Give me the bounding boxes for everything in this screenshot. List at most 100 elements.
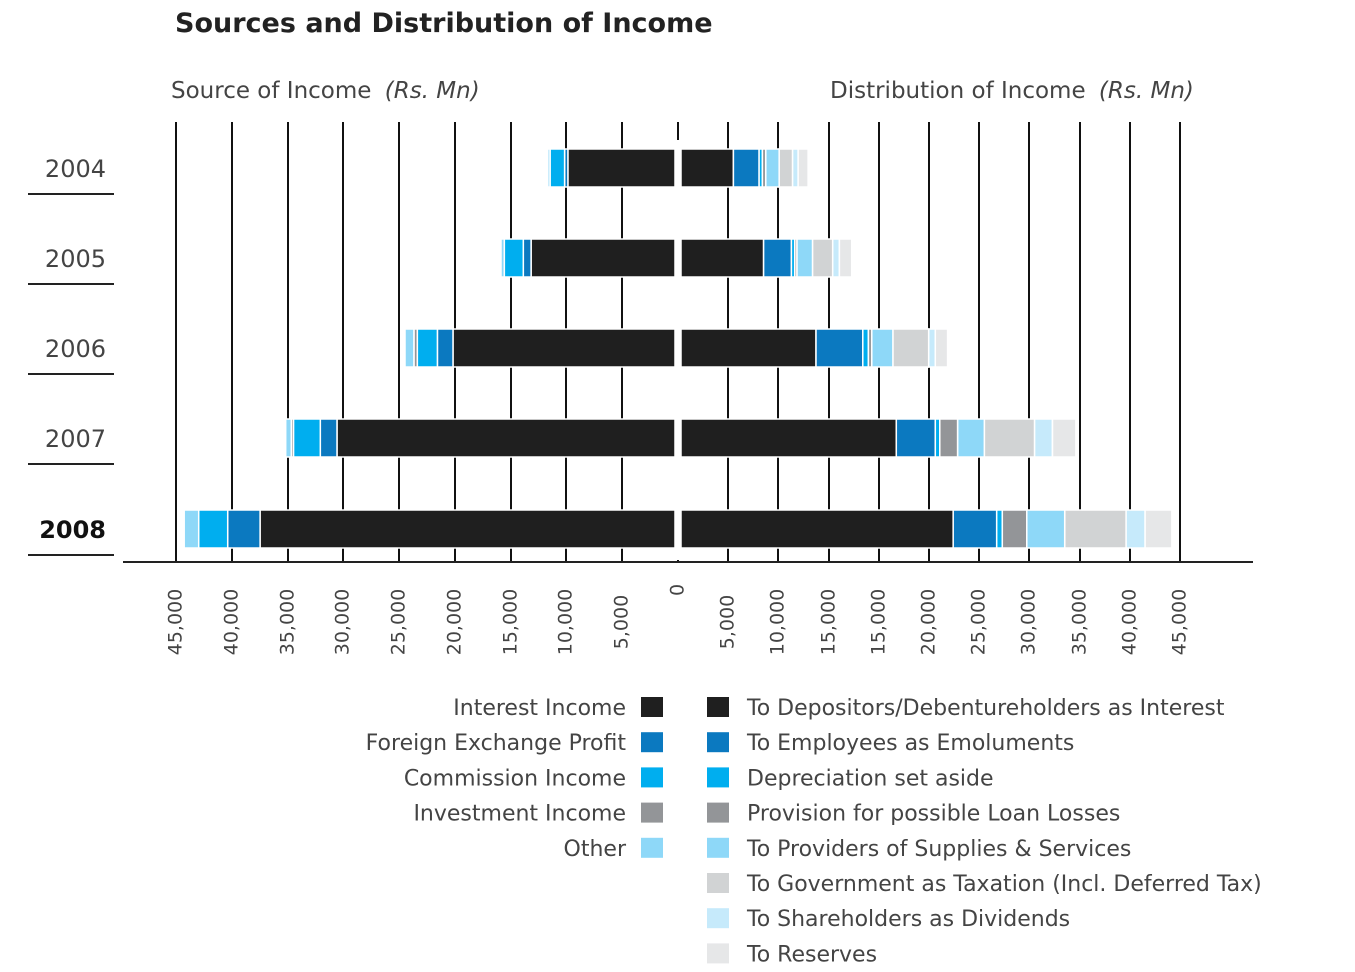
year-label-2005: 2005 bbox=[45, 245, 106, 273]
bar-2005-to-shareholders-as-dividends bbox=[831, 238, 841, 278]
bar-2008-to-reserves bbox=[1144, 509, 1173, 549]
tick-label-left-1: 40,000 bbox=[221, 589, 243, 655]
bars bbox=[183, 122, 1173, 560]
bar-2005-to-government-as-taxation-incl-deferred-tax bbox=[811, 238, 834, 278]
bar-2007-to-employees-as-emoluments bbox=[895, 418, 937, 458]
legend-label-to-reserves: To Reserves bbox=[746, 942, 877, 967]
legend-label-to-shareholders-as-dividends: To Shareholders as Dividends bbox=[746, 907, 1070, 932]
year-label-2004: 2004 bbox=[45, 155, 106, 183]
legend-swatch-foreign-exchange-profit bbox=[641, 732, 663, 753]
tick-label-left-5: 20,000 bbox=[444, 589, 466, 655]
tick-label-left-0: 45,000 bbox=[165, 589, 187, 655]
legend-swatch-to-employees-as-emoluments bbox=[707, 732, 729, 753]
bar-2004-to-government-as-taxation-incl-deferred-tax bbox=[778, 148, 794, 188]
legend-swatch-investment-income bbox=[641, 802, 663, 823]
legend-swatch-to-government-as-taxation-incl-deferred-tax bbox=[707, 873, 729, 893]
bar-2008-interest-income bbox=[259, 509, 676, 549]
bar-2006-to-reserves bbox=[934, 328, 949, 368]
tick-label-zero: 0 bbox=[667, 584, 689, 596]
zero-gap bbox=[675, 122, 681, 560]
legend-label-other: Other bbox=[564, 837, 627, 862]
bar-2008-to-depositors-debentureholders-as-interest bbox=[680, 509, 954, 549]
legend-label-investment-income: Investment Income bbox=[413, 802, 626, 827]
bar-2005-to-depositors-debentureholders-as-interest bbox=[680, 238, 765, 278]
bar-2008-to-providers-of-supplies-services bbox=[1026, 509, 1066, 549]
bar-2008-other bbox=[183, 509, 200, 549]
bar-2007-provision-for-possible-loan-losses bbox=[939, 418, 959, 458]
bar-2008-commission-income bbox=[197, 509, 229, 549]
bar-2006-to-government-as-taxation-incl-deferred-tax bbox=[892, 328, 930, 368]
bar-2006-interest-income bbox=[452, 328, 676, 368]
legend-swatch-interest-income bbox=[641, 697, 663, 717]
legend-swatch-to-reserves bbox=[707, 943, 729, 964]
bar-2006-other bbox=[404, 328, 415, 368]
tick-label-right-2: 15,000 bbox=[818, 589, 840, 655]
legend-label-to-providers-of-supplies-services: To Providers of Supplies & Services bbox=[746, 837, 1131, 862]
bar-2008-to-government-as-taxation-incl-deferred-tax bbox=[1064, 509, 1127, 549]
bar-2007-interest-income bbox=[336, 418, 676, 458]
year-label-2006: 2006 bbox=[45, 335, 106, 363]
bar-2007-to-reserves bbox=[1051, 418, 1077, 458]
legend-label-depreciation-set-aside: Depreciation set aside bbox=[747, 766, 994, 791]
legend-sources: Interest Income Foreign Exchange Profit Co… bbox=[366, 696, 663, 862]
bar-2006-to-providers-of-supplies-services bbox=[871, 328, 894, 368]
tick-label-right-5: 25,000 bbox=[968, 589, 990, 655]
tick-label-right-9: 45,000 bbox=[1169, 589, 1191, 655]
bar-2006-depreciation-set-aside bbox=[862, 328, 870, 368]
tick-label-left-4: 25,000 bbox=[388, 589, 410, 655]
legend-label-to-employees-as-emoluments: To Employees as Emoluments bbox=[746, 731, 1074, 756]
bar-2005-foreign-exchange-profit bbox=[522, 238, 532, 278]
bar-2005-to-reserves bbox=[838, 238, 853, 278]
bar-2005-commission-income bbox=[503, 238, 525, 278]
bar-2007-other bbox=[284, 418, 293, 458]
legend-swatch-to-providers-of-supplies-services bbox=[707, 837, 729, 858]
bar-2004-to-reserves bbox=[797, 148, 809, 188]
chart-title: Sources and Distribution of Income bbox=[175, 8, 713, 39]
left-axis-title: Source of Income (Rs. Mn) bbox=[171, 78, 480, 104]
legend-label-foreign-exchange-profit: Foreign Exchange Profit bbox=[366, 731, 627, 756]
year-label-2007: 2007 bbox=[45, 425, 106, 453]
bar-2004-other bbox=[547, 148, 551, 188]
right-axis-title: Distribution of Income (Rs. Mn) bbox=[830, 78, 1194, 104]
legend-label-interest-income: Interest Income bbox=[453, 696, 626, 721]
legend-swatch-other bbox=[641, 837, 663, 858]
bar-2005-other bbox=[500, 238, 506, 278]
bar-2004-to-providers-of-supplies-services bbox=[765, 148, 780, 188]
bar-2008-provision-for-possible-loan-losses bbox=[1001, 509, 1028, 549]
bar-2004-to-employees-as-emoluments bbox=[732, 148, 760, 188]
legend-swatch-commission-income bbox=[641, 767, 663, 788]
bar-2005-to-providers-of-supplies-services bbox=[796, 238, 814, 278]
bar-2006-to-shareholders-as-dividends bbox=[927, 328, 937, 368]
bar-2007-to-shareholders-as-dividends bbox=[1033, 418, 1054, 458]
bar-2004-interest-income bbox=[567, 148, 676, 188]
bar-2005-to-employees-as-emoluments bbox=[762, 238, 793, 278]
year-label-2008: 2008 bbox=[39, 516, 106, 544]
legend-label-provision-for-possible-loan-losses: Provision for possible Loan Losses bbox=[747, 802, 1120, 827]
bar-2006-to-employees-as-emoluments bbox=[815, 328, 864, 368]
bar-2008-to-employees-as-emoluments bbox=[952, 509, 998, 549]
legend-label-commission-income: Commission Income bbox=[404, 766, 626, 791]
bar-2006-foreign-exchange-profit bbox=[436, 328, 454, 368]
bar-2006-to-depositors-debentureholders-as-interest bbox=[680, 328, 817, 368]
bar-2007-foreign-exchange-profit bbox=[319, 418, 338, 458]
legend-swatch-to-depositors-debentureholders-as-interest bbox=[707, 697, 729, 717]
bar-2008-foreign-exchange-profit bbox=[226, 509, 261, 549]
tick-label-left-7: 10,000 bbox=[555, 589, 577, 655]
legend-label-to-government-as-taxation-incl-deferred-tax: To Government as Taxation (Incl. Deferre… bbox=[746, 872, 1262, 897]
legend-swatch-to-shareholders-as-dividends bbox=[707, 908, 729, 929]
legend-swatch-provision-for-possible-loan-losses bbox=[707, 802, 729, 823]
bar-2007-to-providers-of-supplies-services bbox=[956, 418, 986, 458]
tick-label-left-6: 15,000 bbox=[500, 589, 522, 655]
bar-2008-depreciation-set-aside bbox=[995, 509, 1004, 549]
legend-distribution: To Depositors/Debentureholders as Intere… bbox=[707, 696, 1262, 967]
tick-label-right-1: 10,000 bbox=[767, 589, 789, 655]
bar-2007-commission-income bbox=[292, 418, 322, 458]
bar-2006-commission-income bbox=[416, 328, 439, 368]
year-labels: 2004 2005 2006 2007 2008 bbox=[28, 155, 114, 556]
bar-2008-to-shareholders-as-dividends bbox=[1125, 509, 1146, 549]
tick-label-right-0: 5,000 bbox=[717, 595, 739, 649]
legend-label-to-depositors-debentureholders-as-interest: To Depositors/Debentureholders as Intere… bbox=[746, 696, 1225, 721]
tick-label-right-7: 35,000 bbox=[1069, 589, 1091, 655]
legend-swatch-depreciation-set-aside bbox=[707, 767, 729, 788]
